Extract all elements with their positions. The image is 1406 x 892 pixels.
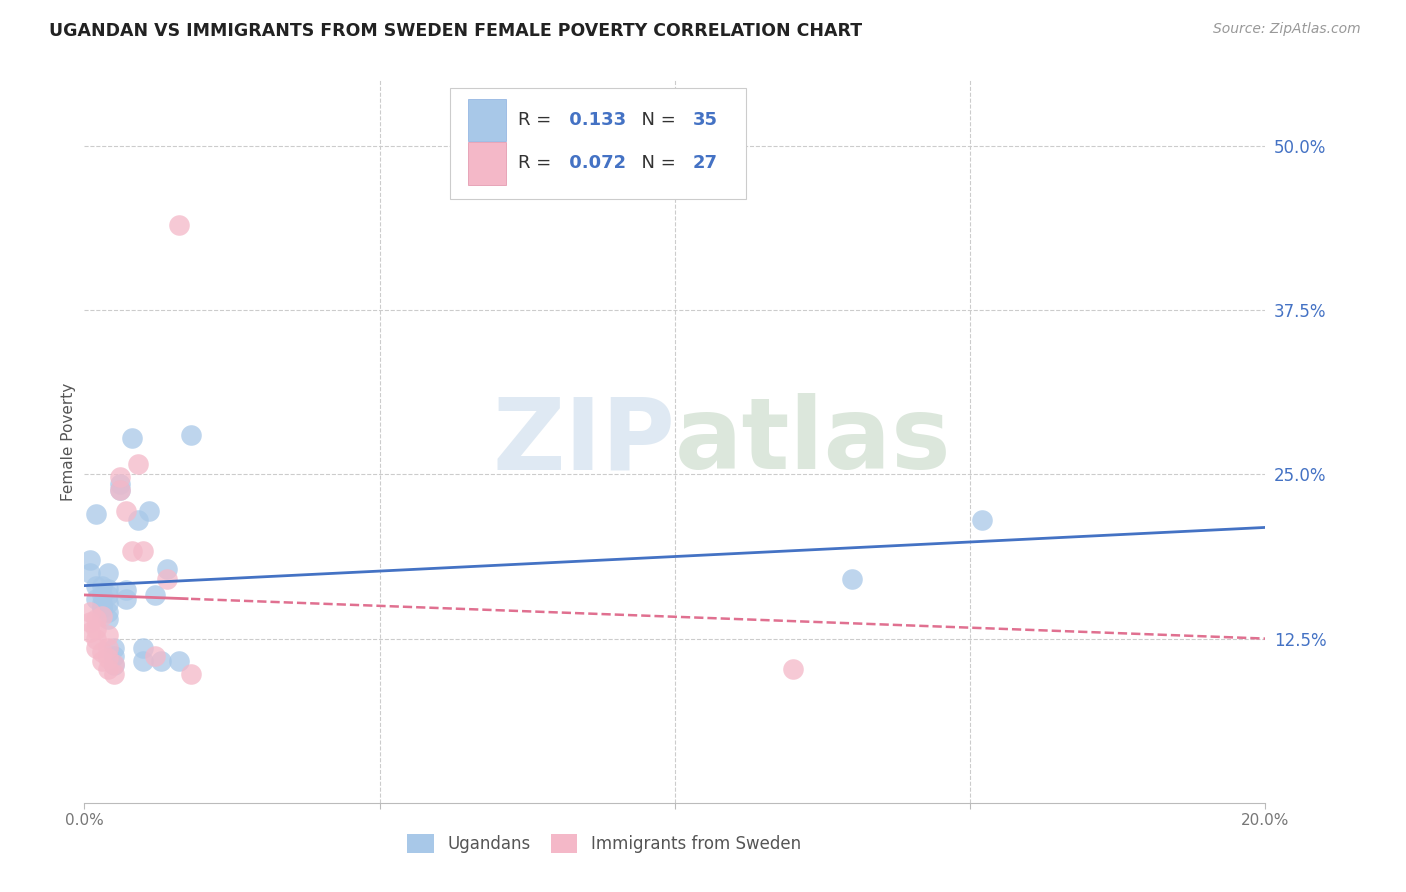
Text: R =: R = xyxy=(517,111,557,129)
Immigrants from Sweden xyxy=(167,218,190,232)
Text: N =: N = xyxy=(630,111,682,129)
Ugandans xyxy=(97,588,120,602)
Immigrants from Sweden xyxy=(132,543,155,558)
Ugandans xyxy=(103,640,125,655)
Ugandans xyxy=(114,592,136,607)
Text: N =: N = xyxy=(630,154,682,172)
Immigrants from Sweden xyxy=(114,504,136,518)
Ugandans xyxy=(970,513,993,527)
Ugandans xyxy=(91,601,114,615)
Immigrants from Sweden xyxy=(127,457,149,471)
FancyBboxPatch shape xyxy=(468,99,506,141)
Ugandans xyxy=(97,582,120,596)
Immigrants from Sweden xyxy=(108,470,131,484)
Immigrants from Sweden xyxy=(156,573,179,587)
Ugandans xyxy=(121,431,143,445)
Text: UGANDAN VS IMMIGRANTS FROM SWEDEN FEMALE POVERTY CORRELATION CHART: UGANDAN VS IMMIGRANTS FROM SWEDEN FEMALE… xyxy=(49,22,862,40)
Immigrants from Sweden xyxy=(97,662,120,676)
Immigrants from Sweden xyxy=(103,667,125,681)
Immigrants from Sweden xyxy=(121,543,143,558)
Ugandans xyxy=(132,654,155,668)
Ugandans xyxy=(79,553,101,567)
Immigrants from Sweden xyxy=(97,640,120,655)
Text: 35: 35 xyxy=(693,111,717,129)
Ugandans xyxy=(108,476,131,491)
Ugandans xyxy=(84,507,107,521)
Ugandans xyxy=(84,592,107,607)
Immigrants from Sweden xyxy=(79,615,101,629)
Ugandans xyxy=(841,573,863,587)
Ugandans xyxy=(167,654,190,668)
Immigrants from Sweden xyxy=(91,609,114,624)
Text: 27: 27 xyxy=(693,154,717,172)
Ugandans xyxy=(108,483,131,497)
Immigrants from Sweden xyxy=(108,483,131,497)
Text: Source: ZipAtlas.com: Source: ZipAtlas.com xyxy=(1213,22,1361,37)
Immigrants from Sweden xyxy=(103,657,125,671)
Ugandans xyxy=(103,657,125,672)
Text: R =: R = xyxy=(517,154,557,172)
Ugandans xyxy=(91,596,114,610)
Text: ZIP: ZIP xyxy=(492,393,675,490)
Ugandans xyxy=(127,513,149,527)
Ugandans xyxy=(91,579,114,593)
Ugandans xyxy=(97,596,120,610)
Text: atlas: atlas xyxy=(675,393,952,490)
Ugandans xyxy=(138,504,160,518)
Ugandans xyxy=(132,640,155,655)
Ugandans xyxy=(91,588,114,602)
Ugandans xyxy=(91,601,114,615)
Ugandans xyxy=(97,566,120,580)
Ugandans xyxy=(97,612,120,626)
Immigrants from Sweden xyxy=(84,612,107,626)
Ugandans xyxy=(114,582,136,597)
Ugandans xyxy=(180,428,202,442)
Immigrants from Sweden xyxy=(143,648,166,663)
Ugandans xyxy=(143,588,166,602)
Y-axis label: Female Poverty: Female Poverty xyxy=(60,383,76,500)
Text: 0.072: 0.072 xyxy=(562,154,626,172)
Immigrants from Sweden xyxy=(91,645,114,659)
FancyBboxPatch shape xyxy=(450,87,745,200)
Ugandans xyxy=(84,579,107,593)
Immigrants from Sweden xyxy=(84,640,107,655)
Immigrants from Sweden xyxy=(97,651,120,665)
Immigrants from Sweden xyxy=(79,625,101,640)
Immigrants from Sweden xyxy=(79,605,101,619)
Ugandans xyxy=(150,654,173,668)
Ugandans xyxy=(79,566,101,580)
Immigrants from Sweden xyxy=(84,623,107,637)
Immigrants from Sweden xyxy=(84,632,107,646)
Text: 0.133: 0.133 xyxy=(562,111,626,129)
Immigrants from Sweden xyxy=(180,667,202,681)
Ugandans xyxy=(97,605,120,619)
Ugandans xyxy=(103,648,125,663)
Ugandans xyxy=(156,562,179,576)
Legend: Ugandans, Immigrants from Sweden: Ugandans, Immigrants from Sweden xyxy=(401,827,807,860)
FancyBboxPatch shape xyxy=(468,142,506,185)
Immigrants from Sweden xyxy=(91,654,114,668)
Immigrants from Sweden xyxy=(782,662,804,676)
Immigrants from Sweden xyxy=(97,627,120,641)
